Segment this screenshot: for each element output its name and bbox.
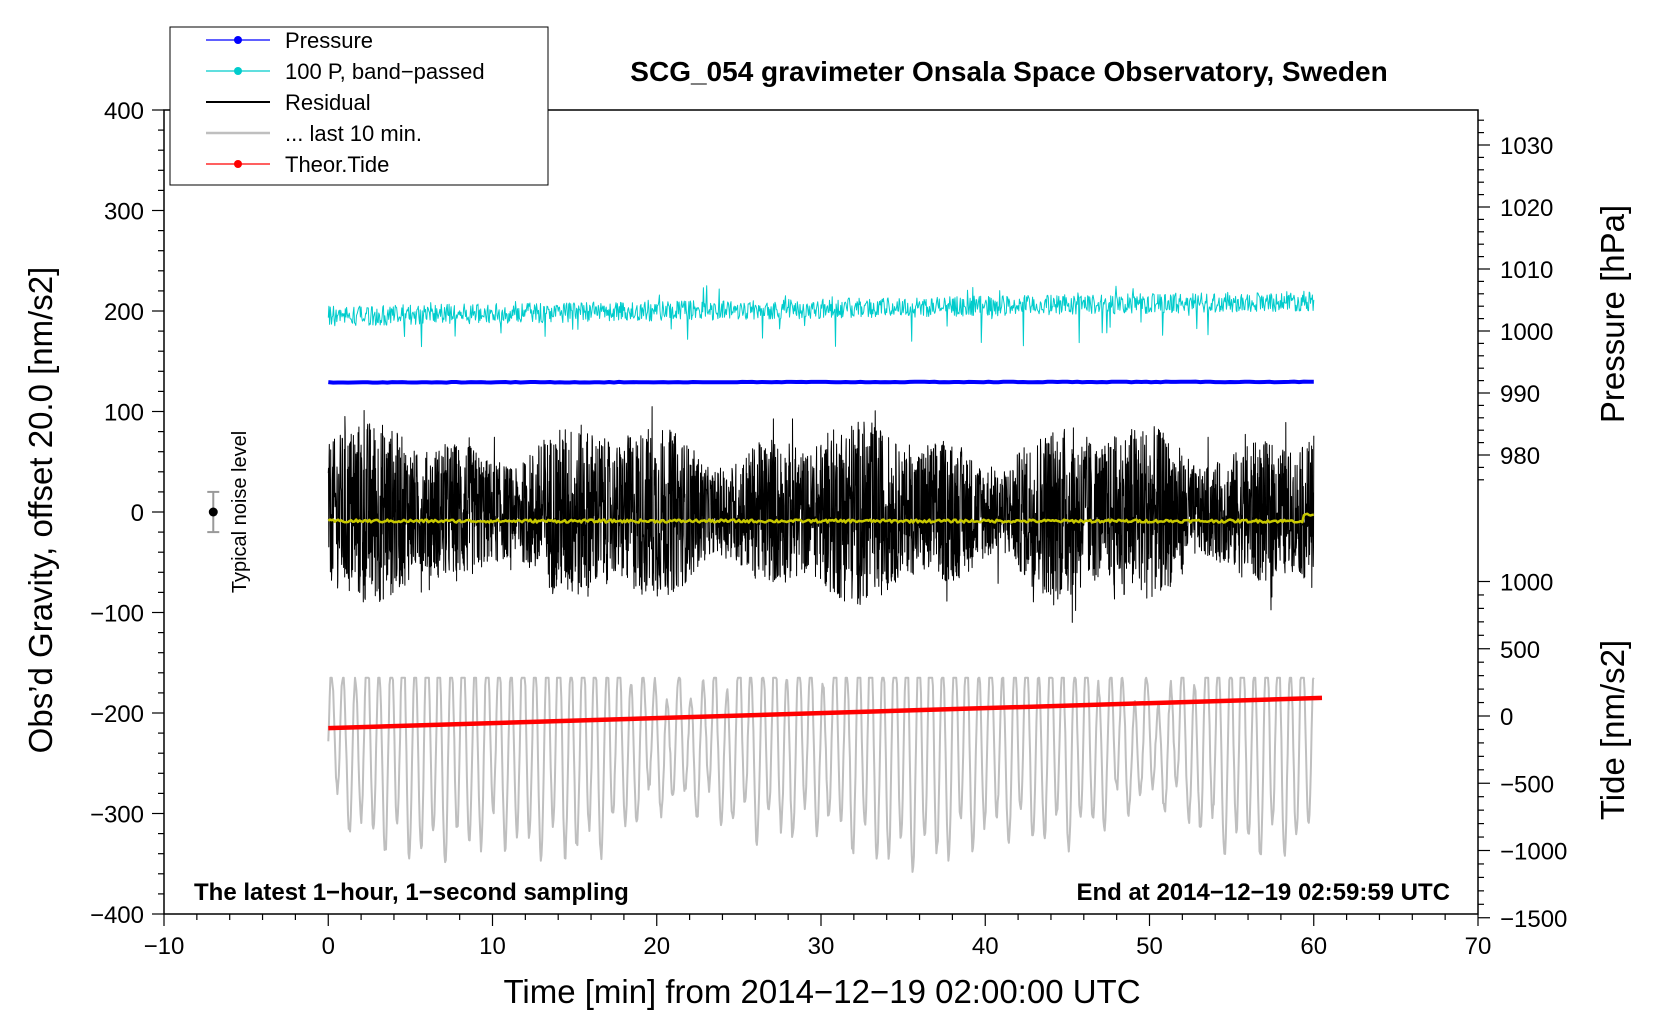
tide-tick-label: 0 <box>1500 704 1513 731</box>
series-residual <box>327 406 1315 623</box>
y-left-tick-label: 0 <box>131 500 144 527</box>
pressure-tick-label: 1030 <box>1500 133 1553 160</box>
x-tick-label: 20 <box>643 933 670 960</box>
series-theor-tide <box>328 695 1323 731</box>
annotation-sampling: The latest 1−hour, 1−second sampling <box>194 879 629 906</box>
legend-label-residual: Residual <box>285 90 371 115</box>
y-axis-pressure-label: Pressure [hPa] <box>1594 205 1631 423</box>
legend-marker-band-passed <box>234 67 242 75</box>
annotation-end-time: End at 2014−12−19 02:59:59 UTC <box>1076 879 1450 906</box>
x-tick-label: 10 <box>479 933 506 960</box>
y-left-tick-label: −400 <box>90 902 144 929</box>
legend-label-last-10-min: ... last 10 min. <box>285 121 422 146</box>
noise-point <box>208 507 218 517</box>
tide-tick-label: −1500 <box>1500 906 1567 933</box>
tide-tick-label: −1000 <box>1500 839 1567 866</box>
y-axis-left-label: Obs’d Gravity, offset 20.0 [nm/s2] <box>22 267 59 754</box>
x-tick-label: 70 <box>1465 933 1492 960</box>
series-residual-smoothed <box>327 512 1314 524</box>
series-pressure <box>328 379 1314 385</box>
legend-item-band-passed: 100 P, band−passed <box>206 59 485 84</box>
tide-tick-label: 1000 <box>1500 570 1553 597</box>
x-tick-label: 0 <box>322 933 335 960</box>
pressure-tick-label: 1000 <box>1500 319 1553 346</box>
y-left-tick-label: 200 <box>104 299 144 326</box>
legend-item-last-10-min: ... last 10 min. <box>206 121 422 146</box>
y-left-tick-label: −100 <box>90 601 144 628</box>
legend-label-theor-tide: Theor.Tide <box>285 152 389 177</box>
x-tick-label: 50 <box>1136 933 1163 960</box>
y-left-tick-label: −200 <box>90 701 144 728</box>
tide-tick-label: −500 <box>1500 771 1554 798</box>
series-last-10-min <box>327 676 1315 873</box>
noise-level-marker <box>207 490 220 534</box>
y-axis-tide-label: Tide [nm/s2] <box>1594 640 1631 820</box>
y-left-tick-label: 400 <box>104 98 144 125</box>
y-axis-tide: 1000 500 0 −500 −1000 −1500 <box>1478 570 1567 933</box>
y-left-tick-label: −300 <box>90 802 144 829</box>
series-band-passed <box>327 285 1315 348</box>
legend-label-band-passed: 100 P, band−passed <box>285 59 485 84</box>
noise-label: Typical noise level <box>229 431 251 593</box>
legend-item-pressure: Pressure <box>206 28 373 53</box>
x-axis: −10 0 10 20 30 40 50 60 70 <box>144 914 1492 960</box>
y-left-tick-label: 300 <box>104 199 144 226</box>
pressure-tick-label: 980 <box>1500 443 1540 470</box>
x-tick-label: −10 <box>144 933 185 960</box>
x-tick-label: 40 <box>972 933 999 960</box>
legend-marker-pressure <box>234 36 242 44</box>
y-axis-left: 400 300 200 100 0 −100 −200 −300 −400 <box>90 98 164 929</box>
x-tick-label: 60 <box>1300 933 1327 960</box>
y-left-tick-label: 100 <box>104 400 144 427</box>
legend-item-residual: Residual <box>206 90 371 115</box>
legend-item-theor-tide: Theor.Tide <box>206 152 389 177</box>
y-axis-pressure: 1030 1020 1010 1000 990 980 <box>1478 119 1553 481</box>
legend-box <box>169 26 549 186</box>
chart-title: SCG_054 gravimeter Onsala Space Observat… <box>630 56 1387 87</box>
series-layer <box>327 285 1323 873</box>
pressure-tick-label: 1020 <box>1500 195 1553 222</box>
x-axis-label: Time [min] from 2014−12−19 02:00:00 UTC <box>503 973 1140 1010</box>
x-tick-label: 30 <box>808 933 835 960</box>
tide-tick-label: 500 <box>1500 637 1540 664</box>
legend-marker-theor-tide <box>234 160 242 168</box>
pressure-tick-label: 990 <box>1500 381 1540 408</box>
pressure-tick-label: 1010 <box>1500 257 1553 284</box>
legend-label-pressure: Pressure <box>285 28 373 53</box>
legend: Pressure 100 P, band−passed Residual ...… <box>169 26 549 186</box>
